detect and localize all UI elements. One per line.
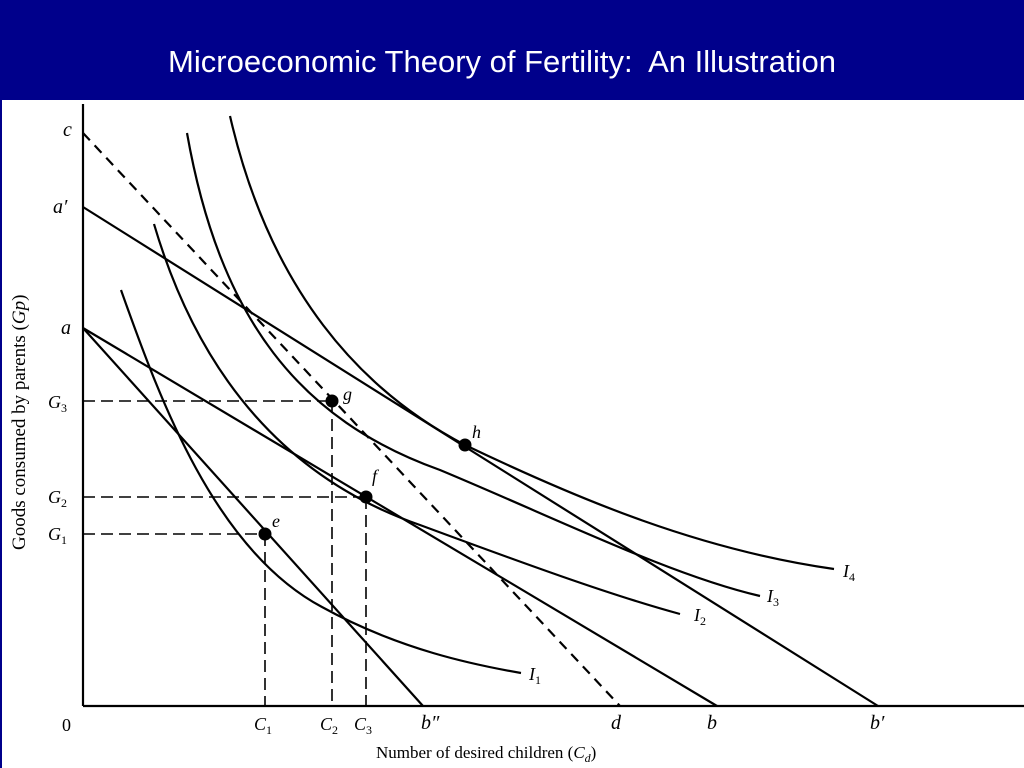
x-intercept-b-double-prime: b″: [421, 712, 440, 734]
budget-line-a-b-double-prime: [82, 327, 424, 707]
point-g: [325, 394, 339, 408]
indifference-curve-i2: [152, 223, 681, 616]
x-intercept-b: b: [707, 712, 717, 734]
curve-label-i4: I4: [842, 561, 855, 584]
left-edge-accent: [0, 100, 2, 768]
x-tick-c1: C1: [254, 714, 272, 737]
x-axis-title: Number of desired children (Cd): [376, 743, 596, 765]
slide-title: Microeconomic Theory of Fertility: An Il…: [168, 44, 836, 79]
point-label-e: e: [272, 511, 280, 531]
point-label-g: g: [343, 384, 352, 404]
origin-label: 0: [62, 715, 71, 735]
budget-line-c-d: [82, 132, 621, 707]
y-axis-title: Goods consumed by parents (Gp): [9, 295, 30, 550]
y-intercept-c: c: [63, 119, 72, 141]
y-intercept-a: a: [61, 317, 71, 339]
indifference-curve-i4: [228, 115, 835, 571]
x-intercept-d: d: [611, 712, 622, 734]
curve-label-i2: I2: [693, 605, 706, 628]
point-label-f: f: [372, 466, 380, 486]
budget-line-a-prime-b-prime: [82, 206, 879, 707]
indifference-curve-i1: [119, 289, 522, 675]
curve-label-i1: I1: [528, 664, 541, 687]
title-bar: Microeconomic Theory of Fertility: An Il…: [0, 0, 1024, 100]
x-intercept-b-prime: b′: [870, 712, 885, 734]
y-tick-g1: G1: [48, 524, 67, 547]
x-tick-c3: C3: [354, 714, 372, 737]
point-f: [359, 490, 373, 504]
point-e: [258, 527, 272, 541]
point-h: [458, 438, 472, 452]
y-intercept-a-prime: a′: [53, 196, 68, 218]
x-tick-c2: C2: [320, 714, 338, 737]
y-tick-g3: G3: [48, 392, 67, 415]
y-tick-g2: G2: [48, 487, 67, 510]
indifference-curve-i3: [185, 132, 761, 598]
curve-label-i3: I3: [766, 586, 779, 609]
point-label-h: h: [472, 422, 481, 442]
